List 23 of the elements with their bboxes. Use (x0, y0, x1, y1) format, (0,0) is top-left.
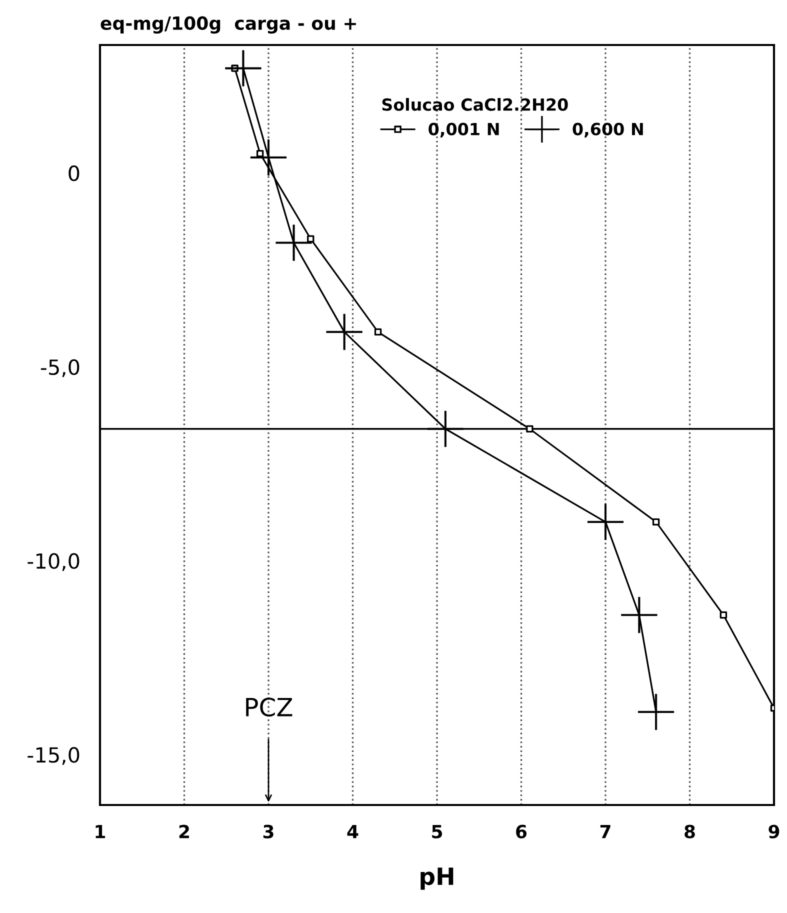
x-tick-label: 1 (96, 825, 106, 838)
x-tick-label: 2 (179, 824, 189, 838)
x-tick-label: 8 (684, 824, 695, 838)
y-tick-label: -5,0 (40, 359, 80, 378)
point (720, 611, 728, 619)
legend-label: 0,600 N (572, 122, 643, 138)
y-tick-label: -10,0 (28, 553, 80, 572)
point (374, 328, 382, 336)
x-tick-label: 3 (263, 824, 274, 838)
annotation: PCZ (246, 698, 292, 717)
x-tick-label: 7 (600, 825, 610, 838)
legend-label: 0,001 N (428, 122, 499, 138)
x-axis-title: pH (420, 868, 454, 890)
point (652, 518, 660, 526)
x-tick-label: 4 (347, 825, 358, 838)
y-axis-title: eq-mg/100g carga - ou + (100, 16, 356, 34)
legend-title: Solucao CaCl2.2H20 (382, 98, 568, 111)
x-tick-label: 6 (516, 824, 527, 838)
point (526, 425, 534, 432)
x-tick-label: 9 (768, 824, 780, 838)
y-tick-label: 0 (68, 165, 80, 182)
y-tick-label: -15,0 (28, 747, 80, 765)
x-tick-label: 5 (432, 825, 442, 838)
